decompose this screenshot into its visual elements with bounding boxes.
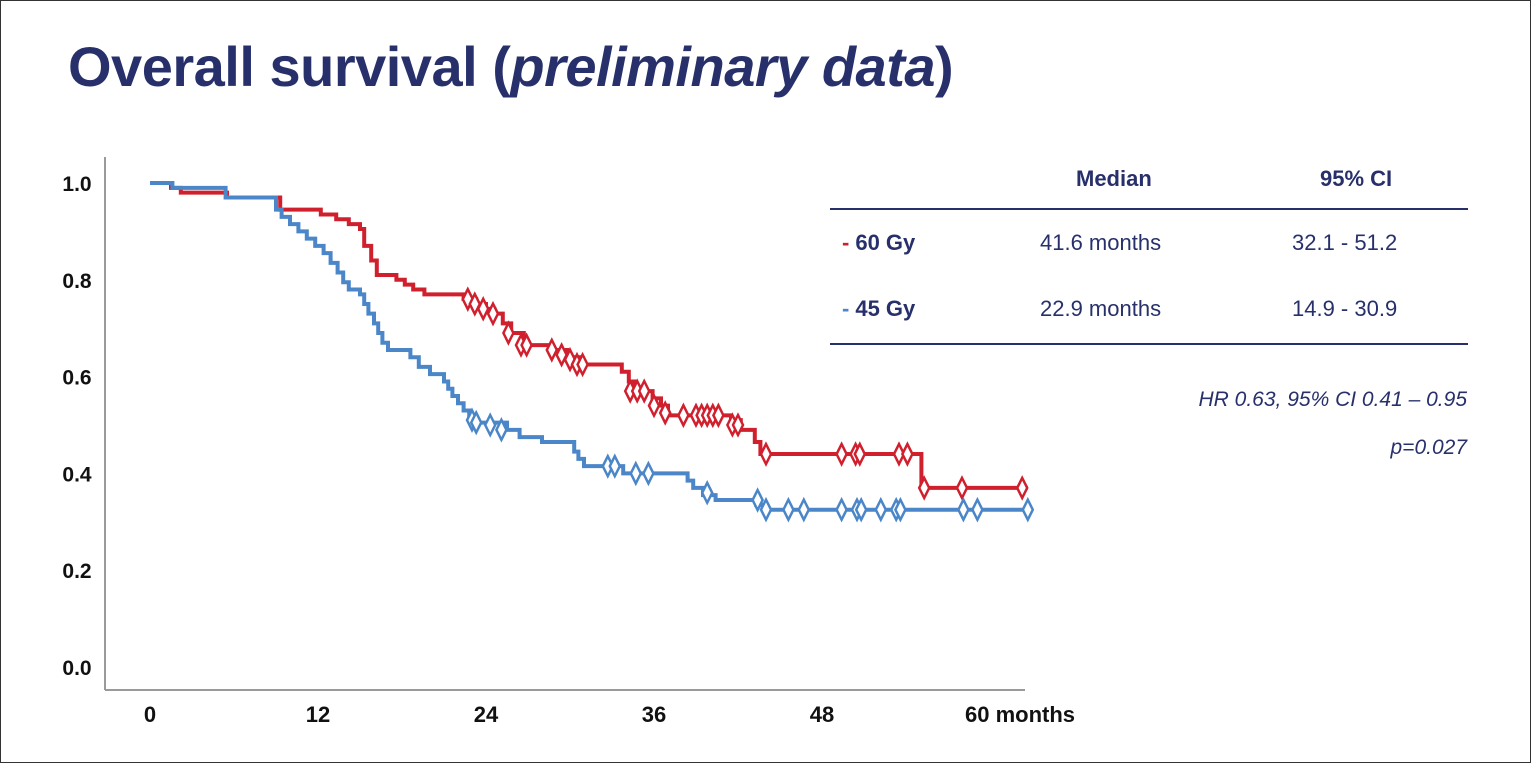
y-tick-label: 0.0 bbox=[62, 657, 91, 680]
censor-mark bbox=[700, 479, 714, 506]
censor-mark bbox=[917, 475, 931, 501]
header-ci: 95% CI bbox=[1320, 166, 1393, 191]
censor-mark bbox=[545, 337, 559, 363]
censor-mark bbox=[642, 460, 655, 487]
censor-mark bbox=[576, 351, 589, 378]
censor-mark bbox=[955, 475, 969, 501]
label-45gy: 45 Gy bbox=[855, 296, 916, 321]
censor-mark bbox=[971, 496, 984, 523]
censor-mark bbox=[1015, 475, 1029, 501]
censor-mark bbox=[835, 441, 848, 467]
censor-mark bbox=[677, 402, 690, 429]
censor-mark bbox=[892, 441, 906, 467]
y-tick-label: 0.2 bbox=[62, 560, 91, 583]
page-title: Overall survival (preliminary data) bbox=[68, 34, 954, 99]
censor-mark bbox=[647, 392, 661, 419]
censor-mark bbox=[629, 460, 643, 487]
y-tick-label: 0.4 bbox=[62, 463, 92, 486]
censor-mark bbox=[835, 496, 848, 523]
censor-mark bbox=[486, 300, 500, 327]
censor-mark bbox=[712, 402, 725, 429]
censor-mark bbox=[731, 412, 745, 438]
p-value: p=0.027 bbox=[1390, 436, 1468, 459]
censor-mark bbox=[469, 409, 483, 436]
x-tick-label: 36 bbox=[642, 702, 666, 727]
censor-mark bbox=[759, 496, 773, 523]
x-tick-label: 0 bbox=[144, 702, 156, 727]
legend-swatch-45gy: - bbox=[842, 296, 850, 321]
censor-mark bbox=[1021, 496, 1035, 523]
censor-mark bbox=[901, 441, 914, 467]
censor-mark bbox=[782, 496, 795, 523]
censor-mark bbox=[608, 453, 622, 479]
hazard-ratio: HR 0.63, 95% CI 0.41 – 0.95 bbox=[1198, 388, 1468, 411]
title-italic: preliminary data bbox=[510, 35, 935, 98]
x-tick-label: 24 bbox=[474, 702, 499, 727]
y-tick-label: 1.0 bbox=[62, 173, 91, 196]
series-layer bbox=[150, 181, 1035, 523]
header-median: Median bbox=[1076, 166, 1152, 191]
censor-mark bbox=[483, 412, 497, 438]
y-tick-label: 0.8 bbox=[62, 270, 92, 293]
x-tick-label: 12 bbox=[306, 702, 330, 727]
censor-mark bbox=[853, 441, 867, 467]
censor-mark bbox=[637, 378, 651, 404]
title-main: Overall survival ( bbox=[68, 35, 511, 98]
legend-swatch-60gy: - bbox=[842, 230, 850, 255]
series-60-gy bbox=[150, 181, 1029, 501]
censor-mark bbox=[476, 296, 490, 322]
row-label-45gy: -45 Gy bbox=[842, 296, 915, 322]
title-close: ) bbox=[934, 35, 954, 98]
ci-60gy: 32.1 - 51.2 bbox=[1292, 230, 1398, 255]
censor-mark bbox=[502, 320, 515, 346]
y-tick-label: 0.6 bbox=[62, 367, 91, 390]
censor-mark bbox=[957, 496, 970, 523]
label-60gy: 60 Gy bbox=[855, 230, 916, 255]
row-label-60gy: -60 Gy bbox=[842, 230, 915, 256]
censor-mark bbox=[874, 496, 888, 523]
censor-mark bbox=[854, 496, 868, 523]
median-45gy: 22.9 months bbox=[1040, 296, 1162, 321]
censor-mark bbox=[751, 487, 764, 513]
censor-mark bbox=[520, 332, 533, 358]
ci-45gy: 14.9 - 30.9 bbox=[1292, 296, 1398, 321]
axes: 0.0 0.2 0.4 0.6 0.8 1.0 0 12 24 36 48 60 months bbox=[62, 157, 1075, 727]
censor-mark bbox=[495, 417, 508, 443]
censor-mark bbox=[658, 400, 672, 426]
survival-step-line bbox=[150, 181, 1028, 490]
censor-mark bbox=[797, 496, 811, 523]
table-top-rule bbox=[830, 208, 1468, 210]
table-bottom-rule bbox=[830, 343, 1468, 345]
x-tick-label: 48 bbox=[810, 702, 834, 727]
series-45-gy bbox=[150, 181, 1035, 523]
median-60gy: 41.6 months bbox=[1040, 230, 1162, 255]
censor-mark bbox=[759, 441, 773, 467]
censor-mark bbox=[894, 496, 907, 523]
x-tick-label: 60 months bbox=[965, 702, 1075, 727]
